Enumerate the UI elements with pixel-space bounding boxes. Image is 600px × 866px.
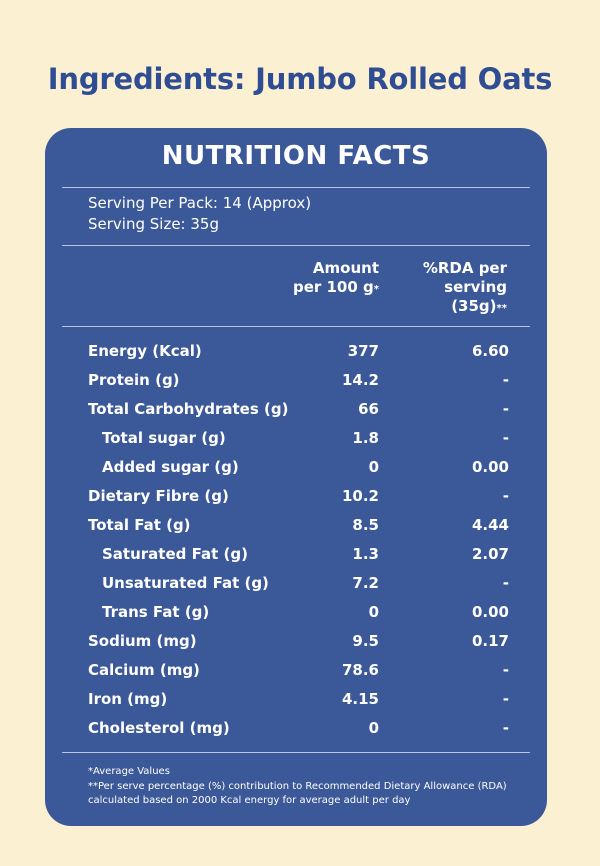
nutrient-row: Protein (g) 14.2 -	[45, 371, 547, 400]
divider	[62, 187, 530, 188]
amount-header-line2: per 100 g	[292, 278, 374, 296]
nutrient-amount: 0	[368, 458, 379, 476]
nutrient-rda: 4.44	[471, 516, 509, 534]
nutrient-rda: -	[502, 429, 509, 447]
nutrient-rda: 0.00	[471, 458, 509, 476]
nutrient-row: Saturated Fat (g) 1.3 2.07	[45, 545, 547, 574]
nutrient-amount: 10.2	[341, 487, 379, 505]
nutrient-name: Total Fat (g)	[88, 516, 191, 534]
footnote-average: *Average Values	[88, 766, 170, 777]
nutrient-name: Calcium (mg)	[88, 661, 200, 679]
divider	[62, 326, 530, 327]
rda-column-header: %RDA per serving (35g)**	[367, 259, 507, 318]
nutrient-row: Dietary Fibre (g) 10.2 -	[45, 487, 547, 516]
nutrient-amount: 9.5	[352, 632, 379, 650]
nutrient-row: Added sugar (g) 0 0.00	[45, 458, 547, 487]
nutrient-row: Total Carbohydrates (g) 66 -	[45, 400, 547, 429]
nutrient-amount: 377	[347, 342, 379, 360]
nutrient-name: Added sugar (g)	[102, 458, 239, 476]
rda-header-line3: (35g)	[451, 297, 497, 315]
nutrient-amount: 7.2	[352, 574, 379, 592]
nutrient-row: Sodium (mg) 9.5 0.17	[45, 632, 547, 661]
nutrient-row: Calcium (mg) 78.6 -	[45, 661, 547, 690]
amount-header-mark: *	[373, 284, 379, 295]
nutrition-facts-panel: NUTRITION FACTS Serving Per Pack: 14 (Ap…	[45, 128, 547, 826]
rda-header-line1: %RDA per	[422, 259, 507, 277]
nutrient-name: Sodium (mg)	[88, 632, 197, 650]
nutrient-row: Unsaturated Fat (g) 7.2 -	[45, 574, 547, 603]
nutrient-name: Total sugar (g)	[102, 429, 226, 447]
nutrient-rda: -	[502, 487, 509, 505]
nutrient-row: Energy (Kcal) 377 6.60	[45, 342, 547, 371]
nutrient-amount: 1.8	[352, 429, 379, 447]
nutrient-amount: 14.2	[341, 371, 379, 389]
nutrient-row: Cholesterol (mg) 0 -	[45, 719, 547, 748]
nutrient-amount: 66	[358, 400, 379, 418]
divider	[62, 245, 530, 246]
nutrient-rda: -	[502, 719, 509, 737]
nutrient-name: Unsaturated Fat (g)	[102, 574, 269, 592]
nutrient-rda: 0.17	[471, 632, 509, 650]
nutrient-name: Cholesterol (mg)	[88, 719, 230, 737]
nutrient-rda: -	[502, 574, 509, 592]
nutrient-rda: -	[502, 371, 509, 389]
page-title: Ingredients: Jumbo Rolled Oats	[47, 62, 553, 96]
nutrient-row: Total Fat (g) 8.5 4.44	[45, 516, 547, 545]
nutrient-rda: 2.07	[471, 545, 509, 563]
nutrient-name: Protein (g)	[88, 371, 180, 389]
nutrient-rda: 6.60	[471, 342, 509, 360]
nutrient-name: Total Carbohydrates (g)	[88, 400, 289, 418]
nutrient-rda: 0.00	[471, 603, 509, 621]
nutrient-name: Saturated Fat (g)	[102, 545, 248, 563]
divider	[62, 752, 530, 753]
nutrient-rda: -	[502, 661, 509, 679]
nutrient-row: Iron (mg) 4.15 -	[45, 690, 547, 719]
amount-header-line1: Amount	[312, 259, 379, 277]
footnote-rda: **Per serve percentage (%) contribution …	[88, 781, 507, 806]
nutrient-amount: 0	[368, 719, 379, 737]
nutrient-amount: 8.5	[352, 516, 379, 534]
nutrient-row: Trans Fat (g) 0 0.00	[45, 603, 547, 632]
nutrient-row: Total sugar (g) 1.8 -	[45, 429, 547, 458]
amount-column-header: Amount per 100 g*	[239, 259, 379, 299]
nutrient-name: Dietary Fibre (g)	[88, 487, 229, 505]
rda-header-mark: **	[496, 303, 507, 314]
serving-per-pack: Serving Per Pack: 14 (Approx)	[88, 194, 312, 212]
nutrient-amount: 78.6	[341, 661, 379, 679]
nutrient-name: Trans Fat (g)	[102, 603, 210, 621]
nutrient-rda: -	[502, 400, 509, 418]
rda-header-line2: serving	[444, 278, 507, 296]
nutrient-amount: 1.3	[352, 545, 379, 563]
nutrient-name: Energy (Kcal)	[88, 342, 202, 360]
serving-size: Serving Size: 35g	[88, 215, 219, 233]
nutrient-amount: 4.15	[341, 690, 379, 708]
nutrient-amount: 0	[368, 603, 379, 621]
panel-title: NUTRITION FACTS	[161, 141, 431, 171]
nutrient-name: Iron (mg)	[88, 690, 168, 708]
nutrient-rda: -	[502, 690, 509, 708]
